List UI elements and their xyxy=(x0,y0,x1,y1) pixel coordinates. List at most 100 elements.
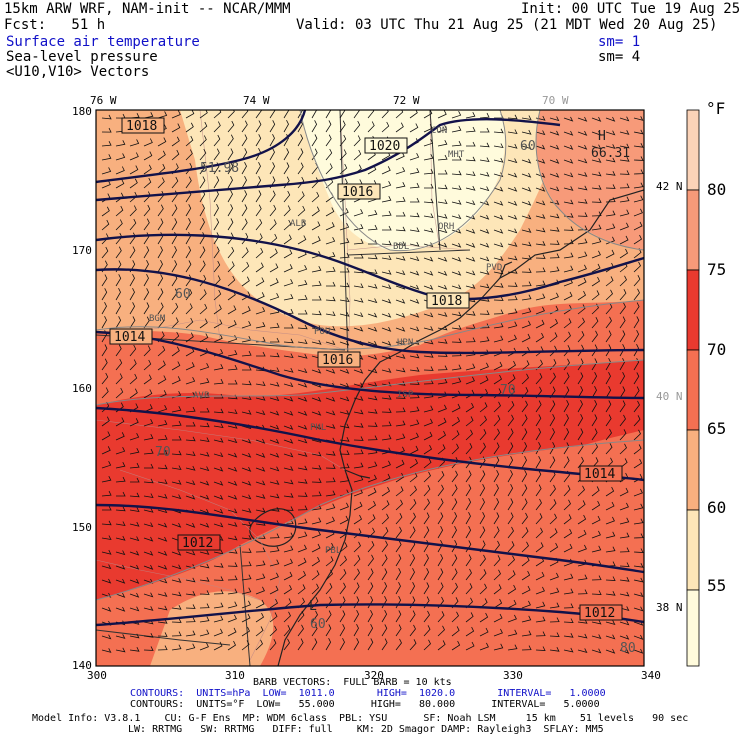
wind-barb xyxy=(535,200,546,206)
wind-barb xyxy=(339,555,347,567)
wind-barb xyxy=(283,264,293,273)
wind-barb xyxy=(269,533,280,539)
wind-barb xyxy=(633,195,644,203)
wind-barb xyxy=(577,442,584,455)
wind-barb xyxy=(157,464,168,470)
wind-barb xyxy=(185,162,193,175)
wind-barb xyxy=(185,564,196,569)
wind-barb xyxy=(633,473,643,483)
wind-barb xyxy=(157,111,168,119)
wind-barb xyxy=(241,110,249,119)
wind-barb xyxy=(143,232,150,245)
isobar-box: 1018 xyxy=(121,117,165,134)
wind-barb xyxy=(297,570,307,581)
wind-barb xyxy=(367,312,378,318)
isobar-label: 1020 xyxy=(369,139,400,154)
wind-barb xyxy=(438,169,448,175)
wind-barb xyxy=(199,148,207,161)
wind-barb xyxy=(633,577,644,583)
wind-barb xyxy=(507,374,516,385)
wind-barb xyxy=(213,275,221,287)
wind-barb xyxy=(535,428,542,441)
y-tick-label: 170 xyxy=(72,244,92,257)
wind-barb xyxy=(549,372,556,385)
wind-barb xyxy=(325,556,334,567)
wind-barb xyxy=(493,374,503,385)
wind-barb xyxy=(451,214,462,220)
wind-barb xyxy=(633,503,644,511)
wind-barb xyxy=(326,281,336,287)
wind-barb xyxy=(521,442,528,455)
wind-barb xyxy=(129,418,139,427)
wind-barb xyxy=(577,251,588,259)
wind-barb xyxy=(101,387,109,399)
wind-barb xyxy=(591,198,602,203)
wind-barb xyxy=(339,120,346,133)
wind-barb xyxy=(157,550,168,556)
wind-barb xyxy=(227,423,238,429)
wind-barb xyxy=(521,373,529,385)
wind-barb xyxy=(465,583,473,595)
wind-barb xyxy=(339,282,350,288)
extrema-markers: H 66.31 L xyxy=(309,129,630,614)
wind-barb xyxy=(297,368,308,374)
field-pressure: Sea-level pressure xyxy=(6,49,158,65)
wind-barb xyxy=(507,172,518,178)
wind-barb xyxy=(339,396,350,402)
wind-barb xyxy=(605,648,616,654)
wind-barb xyxy=(381,568,388,581)
wind-barb xyxy=(493,242,504,248)
wind-barb xyxy=(101,535,112,541)
wind-barb xyxy=(213,628,223,637)
isobar-box: 1016 xyxy=(317,351,361,368)
wind-barb xyxy=(493,512,500,525)
wind-barb xyxy=(507,584,517,595)
wind-barb xyxy=(241,395,252,401)
wind-barb xyxy=(325,396,336,402)
wind-barb xyxy=(256,351,266,357)
wind-barb xyxy=(353,149,362,161)
wind-barb xyxy=(395,298,406,304)
wind-barb xyxy=(563,514,572,525)
wind-barb xyxy=(199,218,205,231)
wind-barb xyxy=(577,158,588,164)
wind-barb xyxy=(129,592,140,598)
wind-barb xyxy=(409,312,420,318)
station-label: ORH xyxy=(438,222,454,232)
wind-barb xyxy=(353,488,363,497)
wind-barb xyxy=(115,219,123,231)
wind-barb xyxy=(297,518,308,525)
wind-barb xyxy=(507,143,518,149)
wind-barb xyxy=(423,471,431,483)
isobar-box: 1014 xyxy=(109,328,153,345)
wind-barb xyxy=(325,163,333,175)
wind-barb xyxy=(521,241,532,247)
wind-barb xyxy=(493,540,500,553)
wind-barb xyxy=(115,274,122,287)
wind-barb xyxy=(353,436,364,441)
wind-barb xyxy=(577,648,588,654)
wind-barb xyxy=(521,470,528,483)
isotherms xyxy=(96,110,644,601)
wind-barb xyxy=(577,633,588,639)
wind-barb xyxy=(591,400,598,413)
wind-barb xyxy=(367,283,378,289)
wind-barb xyxy=(199,246,206,259)
wind-barb xyxy=(633,302,640,315)
wind-barb xyxy=(185,332,194,343)
wind-barb xyxy=(283,424,294,430)
wind-barb xyxy=(227,627,237,637)
wind-barb xyxy=(619,577,630,582)
wind-barb xyxy=(577,485,585,497)
wind-barb xyxy=(283,367,294,373)
wind-barb xyxy=(465,242,476,248)
wind-barb xyxy=(451,540,458,553)
station-label: POU xyxy=(314,327,330,337)
wind-barb xyxy=(325,368,336,374)
wind-barb xyxy=(325,120,332,133)
wind-barb xyxy=(605,116,616,122)
wind-barb xyxy=(311,266,322,273)
wind-barb xyxy=(129,178,138,189)
wind-barb xyxy=(143,288,150,301)
wind-barb xyxy=(227,148,234,161)
